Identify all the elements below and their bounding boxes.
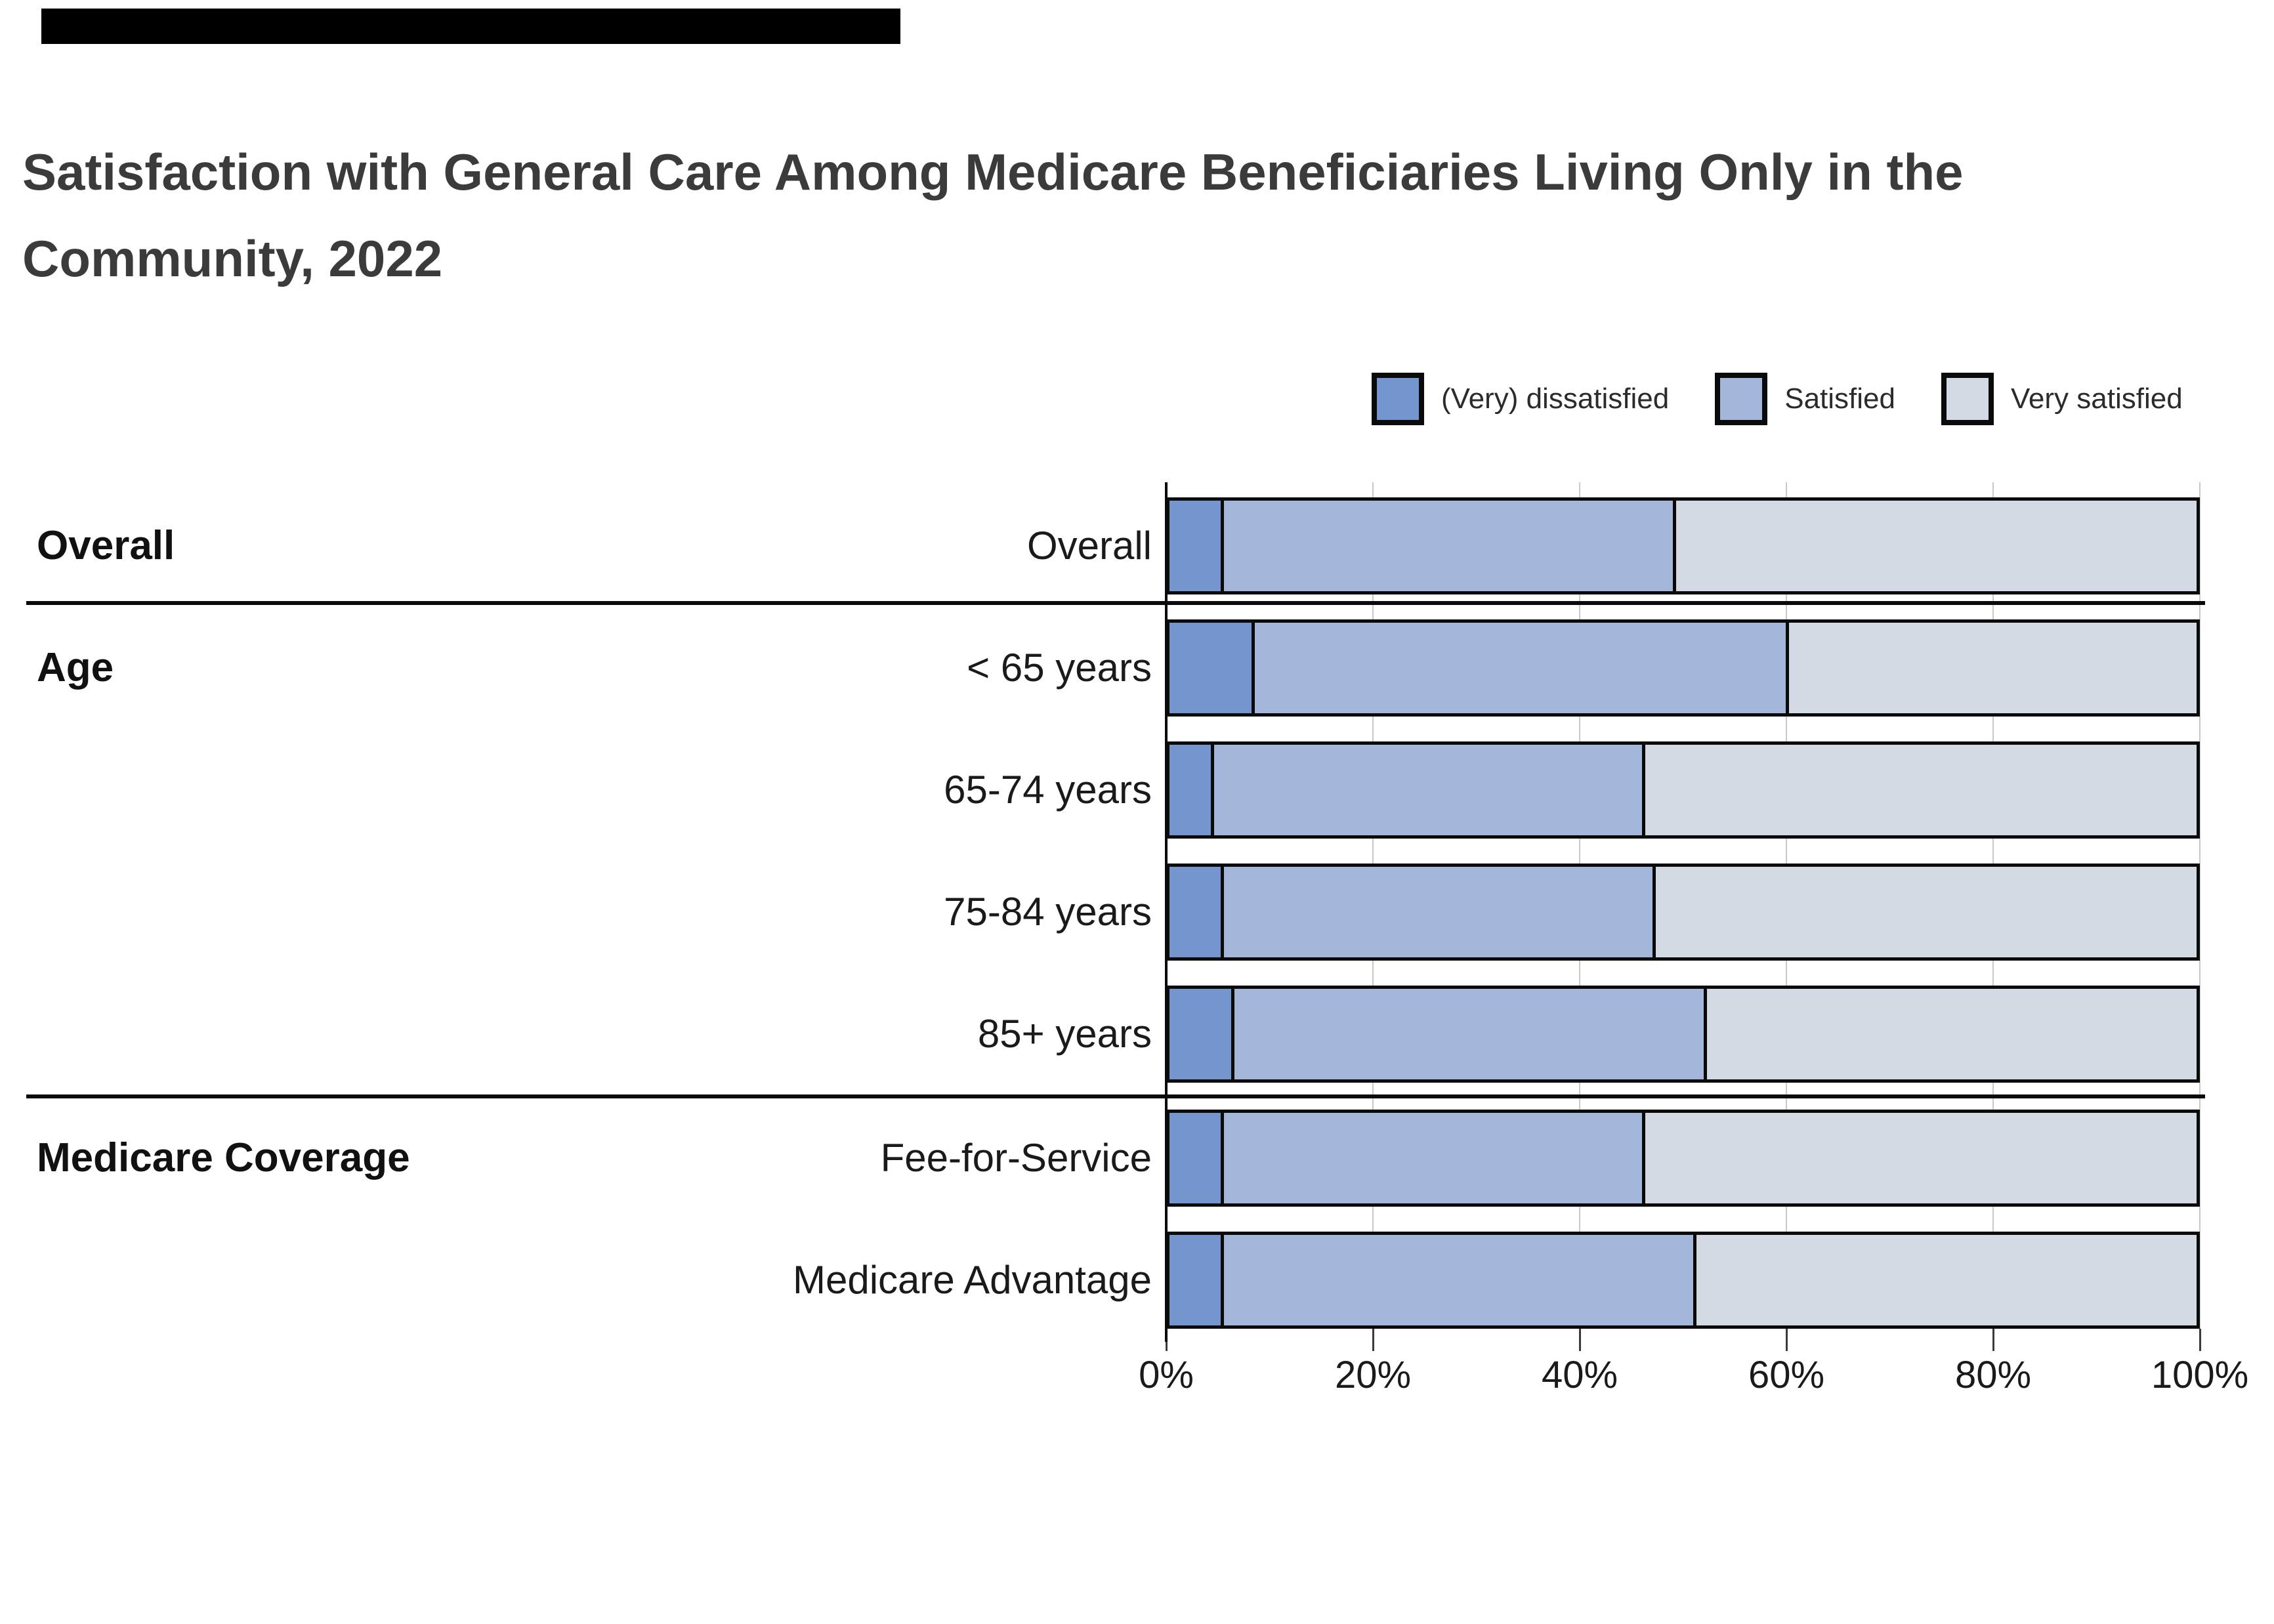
row-label: 75-84 years [944, 890, 1152, 934]
bar-segment [1221, 1235, 1694, 1325]
row-label: Medicare Advantage [792, 1258, 1152, 1302]
row-label: Fee-for-Service [880, 1136, 1152, 1180]
row-label: Overall [1026, 524, 1152, 568]
bar-segment [1169, 867, 1221, 957]
bar-segment [1169, 1235, 1221, 1325]
axis-tick-label: 100% [2151, 1354, 2249, 1396]
bar-segment [1231, 989, 1704, 1079]
bar-row [1166, 986, 2200, 1083]
legend-label: Very satisfied [2011, 383, 2183, 415]
axis-tick-label: 40% [1541, 1354, 1618, 1396]
bar-row [1166, 619, 2200, 717]
bar-segment [1785, 623, 2197, 713]
bar-segment [1221, 867, 1653, 957]
legend: (Very) dissatisfied Satisfied Very satis… [1372, 373, 2183, 425]
legend-swatch-dissatisfied [1372, 373, 1424, 425]
bar-segment [1672, 501, 2197, 591]
group-label: Overall [37, 523, 175, 568]
legend-label: Satisfied [1784, 383, 1895, 415]
bar-segment [1169, 623, 1252, 713]
axis-tick-label: 20% [1334, 1354, 1412, 1396]
bar-row [1166, 741, 2200, 839]
axis-tick [1372, 1329, 1374, 1351]
axis-tick [1786, 1329, 1788, 1351]
bar-segment [1703, 989, 2197, 1079]
chart-title-line-2: Community, 2022 [22, 230, 443, 287]
chart-title-line-1: Satisfaction with General Care Among Med… [22, 143, 1964, 201]
bar-row [1166, 864, 2200, 961]
legend-item-satisfied: Satisfied [1715, 373, 1895, 425]
axis-tick [1992, 1329, 1994, 1351]
section-divider [26, 1094, 2205, 1098]
group-label: Age [37, 645, 114, 690]
row-label: 65-74 years [944, 768, 1152, 812]
bar-segment [1221, 501, 1673, 591]
bar-segment [1169, 989, 1231, 1079]
bar-segment [1210, 745, 1642, 835]
legend-label: (Very) dissatisfied [1441, 383, 1670, 415]
axis-tick-label: 0% [1139, 1354, 1194, 1396]
bar-segment [1169, 1113, 1221, 1203]
bar-row [1166, 1232, 2200, 1329]
bar-segment [1252, 623, 1786, 713]
legend-swatch-very-satisfied [1941, 373, 1994, 425]
axis-tick [1579, 1329, 1581, 1351]
chart-title: Satisfaction with General Care Among Med… [22, 129, 2247, 302]
axis-tick-label: 80% [1954, 1354, 2032, 1396]
bar-row [1166, 1110, 2200, 1207]
legend-item-very-satisfied: Very satisfied [1941, 373, 2183, 425]
group-label: Medicare Coverage [37, 1135, 410, 1180]
bar-segment [1693, 1235, 2197, 1325]
bar-segment [1169, 745, 1211, 835]
section-divider [26, 601, 2205, 605]
bar-segment [1652, 867, 2197, 957]
row-label: < 65 years [967, 646, 1152, 690]
legend-item-dissatisfied: (Very) dissatisfied [1372, 373, 1669, 425]
redacted-figure-label [41, 9, 900, 44]
gridline [2199, 482, 2200, 1342]
bar-row [1166, 497, 2200, 594]
bar-segment [1641, 1113, 2197, 1203]
row-label: 85+ years [977, 1012, 1152, 1056]
bar-segment [1641, 745, 2197, 835]
bar-segment [1169, 501, 1221, 591]
axis-tick [2199, 1329, 2201, 1351]
bar-segment [1221, 1113, 1642, 1203]
legend-swatch-satisfied [1715, 373, 1768, 425]
axis-tick-label: 60% [1748, 1354, 1825, 1396]
